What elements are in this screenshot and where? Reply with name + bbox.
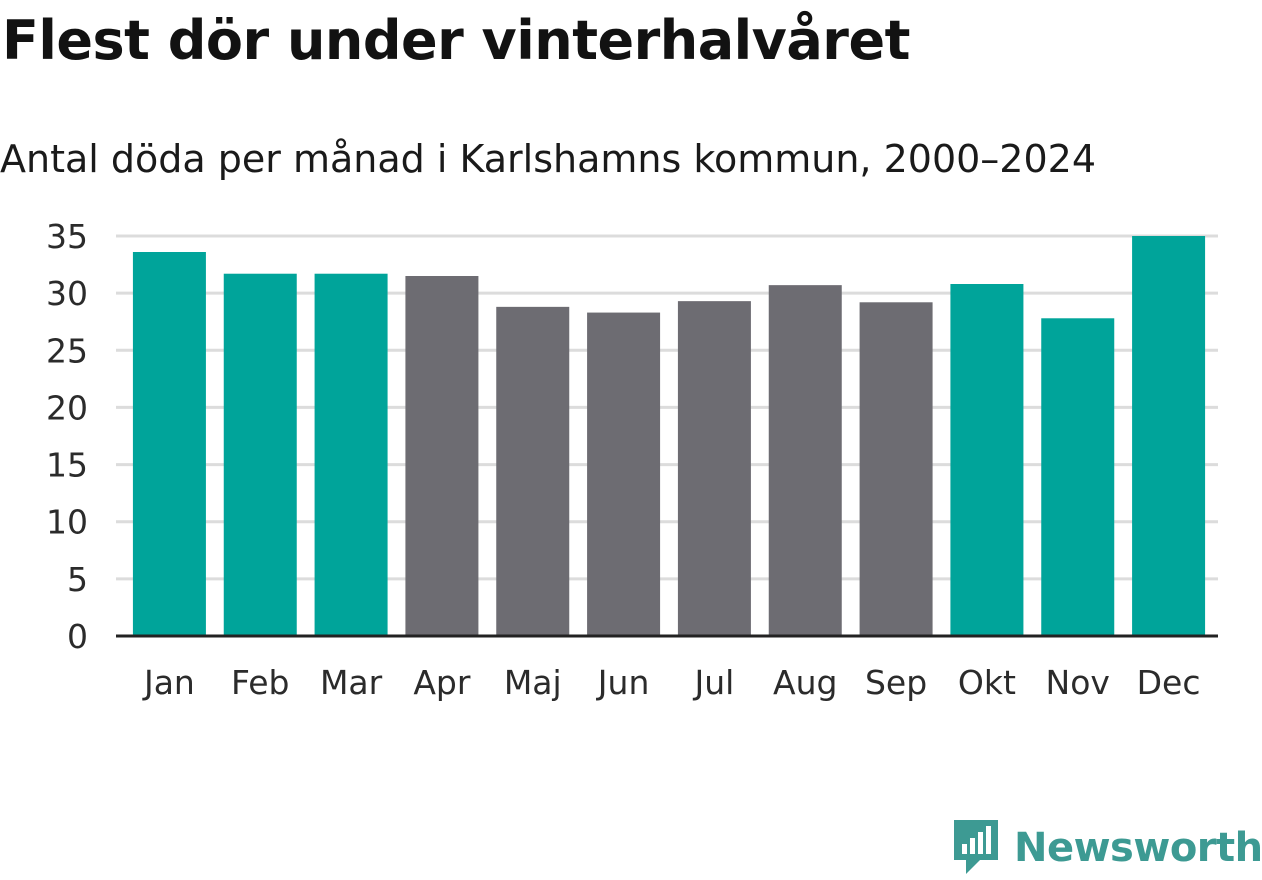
- y-tick-label: 15: [46, 446, 88, 485]
- x-tick-label: Sep: [865, 663, 927, 702]
- x-tick-label: Feb: [231, 663, 289, 702]
- bar-jun: [587, 312, 661, 636]
- y-tick-label: 5: [67, 560, 88, 599]
- x-tick-label: Mar: [320, 663, 383, 702]
- y-tick-label: 0: [67, 617, 88, 656]
- bar-feb: [223, 273, 297, 636]
- chart-title: Flest dör under vinterhalvåret: [2, 9, 910, 72]
- bar-dec: [1132, 236, 1206, 636]
- y-tick-label: 25: [46, 331, 88, 370]
- bar-jan: [132, 252, 206, 636]
- bar-sep: [859, 302, 933, 636]
- y-tick-label: 30: [46, 274, 88, 313]
- bar-nov: [1041, 318, 1115, 636]
- y-tick-label: 35: [46, 217, 88, 256]
- x-tick-label: Maj: [504, 663, 562, 702]
- x-tick-label: Jun: [596, 663, 650, 702]
- bar-jul: [677, 301, 751, 636]
- brand-logo: Newsworthy: [950, 818, 1262, 878]
- y-tick-label: 20: [46, 388, 88, 427]
- brand-name: Newsworthy: [1014, 825, 1262, 871]
- x-tick-label: Aug: [773, 663, 837, 702]
- bar-apr: [405, 276, 479, 636]
- x-tick-label: Jul: [693, 663, 735, 702]
- x-tick-label: Okt: [958, 663, 1016, 702]
- chart-subtitle: Antal döda per månad i Karlshamns kommun…: [0, 137, 1097, 181]
- bar-aug: [768, 285, 842, 636]
- x-tick-label: Apr: [413, 663, 471, 702]
- bar-maj: [496, 306, 570, 636]
- x-axis-ticks: Jan Feb Mar Apr Maj Jun Jul Aug Sep Okt Nov Dec: [142, 663, 1201, 702]
- y-axis-ticks: 0 5 10 15 20 25 30 35: [46, 217, 88, 656]
- x-tick-label: Nov: [1046, 663, 1110, 702]
- bar-okt: [950, 284, 1024, 636]
- bars: [132, 236, 1206, 636]
- newsworthy-logo-icon: [950, 816, 1002, 880]
- bar-mar: [314, 273, 388, 636]
- gridlines: [116, 234, 1218, 581]
- x-tick-label: Jan: [142, 663, 195, 702]
- y-tick-label: 10: [46, 503, 88, 542]
- x-tick-label: Dec: [1137, 663, 1201, 702]
